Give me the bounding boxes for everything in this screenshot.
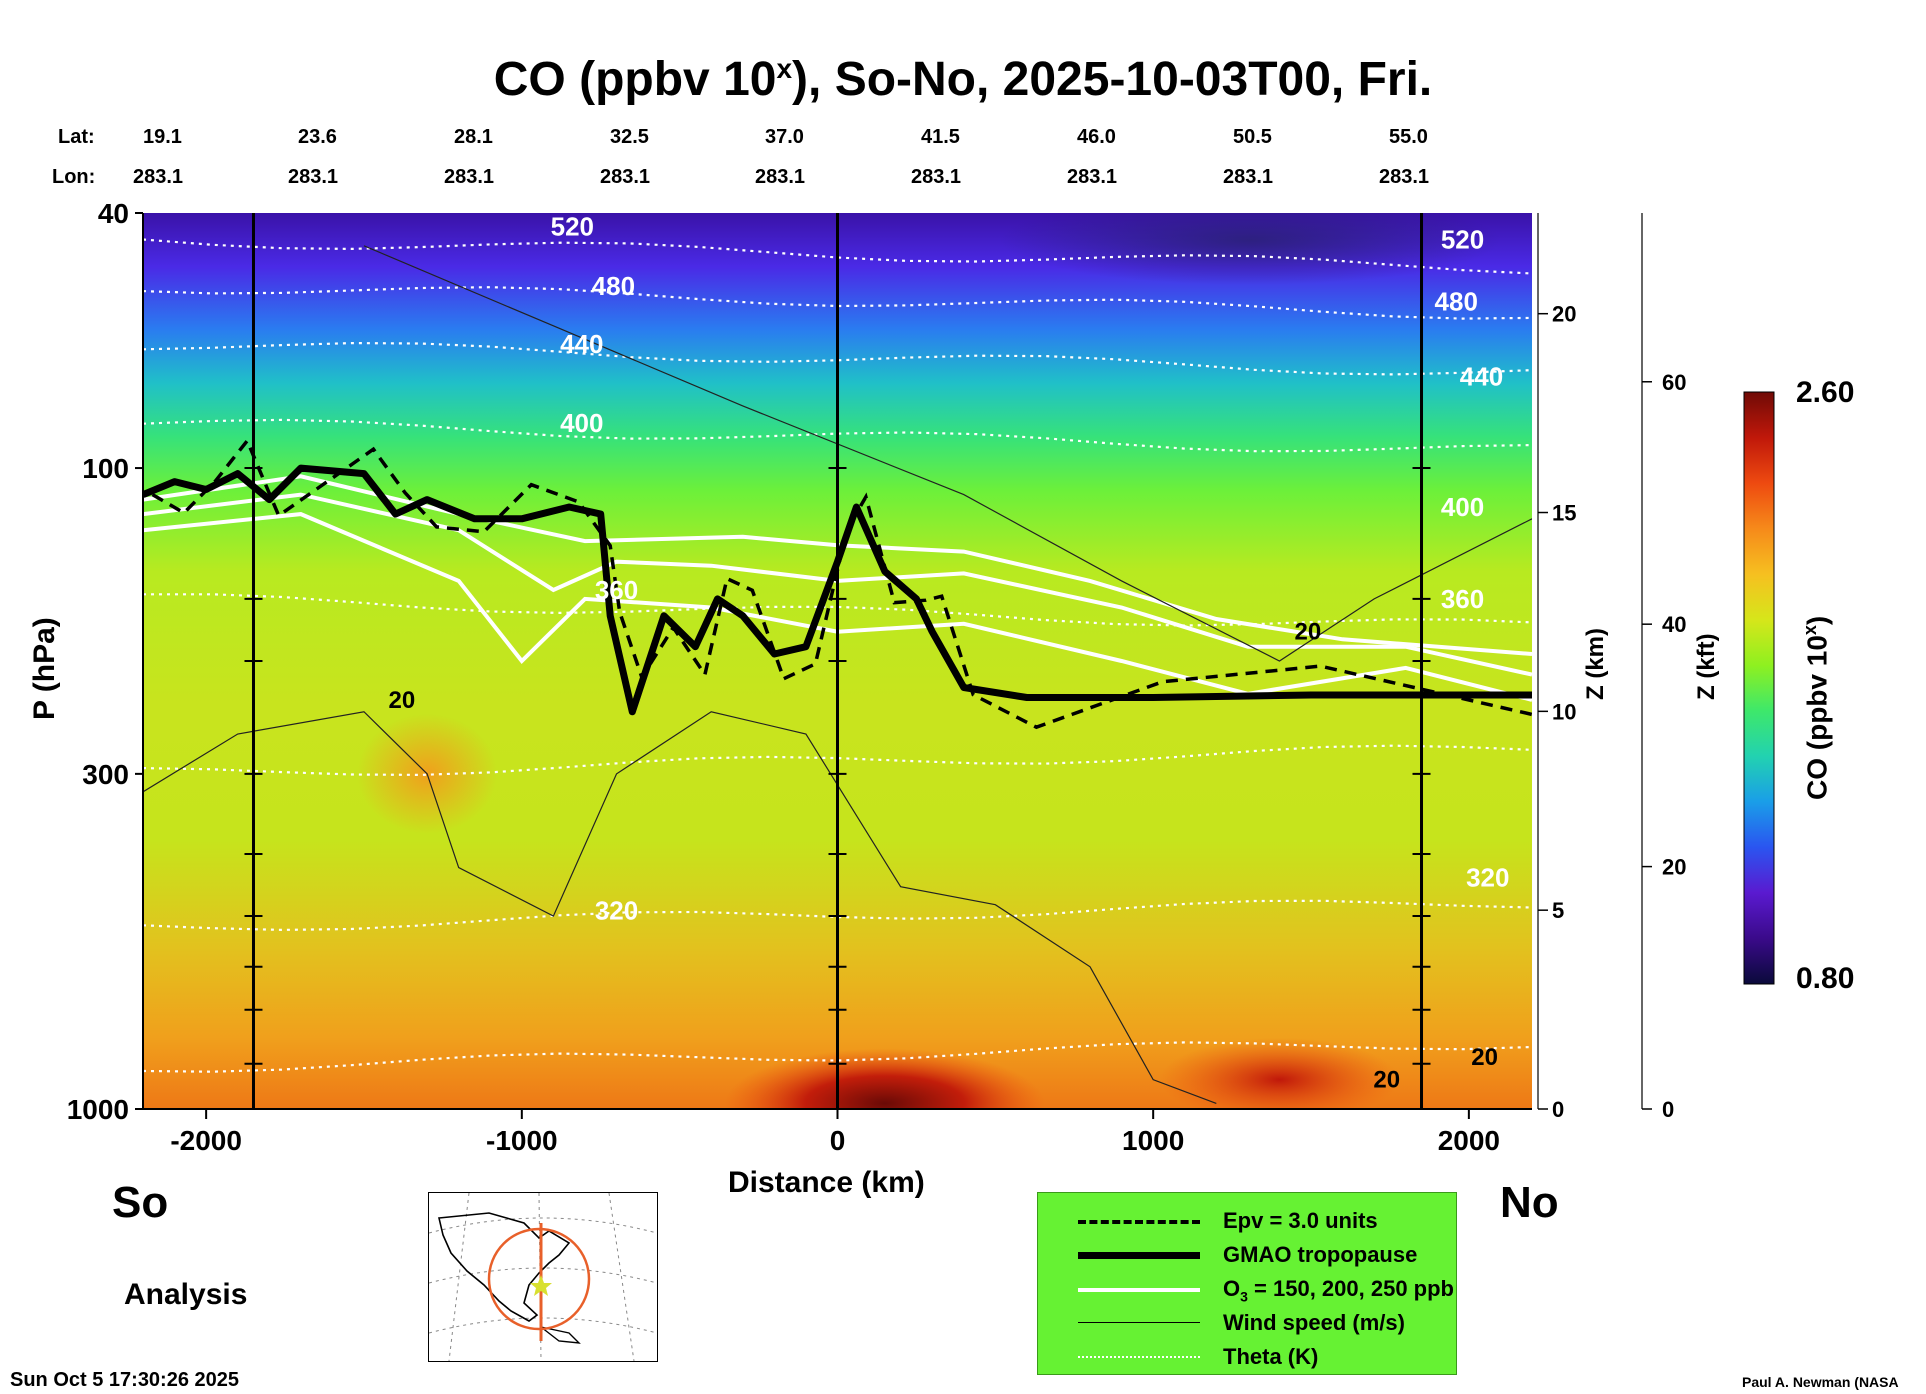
z-km-tick-label: 15 <box>1552 501 1576 526</box>
star-icon <box>530 1275 552 1296</box>
theta-label: 480 <box>592 271 635 301</box>
legend-theta: Theta (K) <box>1078 1342 1448 1372</box>
north-label: No <box>1500 1178 1559 1227</box>
lon-value: 283.1 <box>1223 166 1274 188</box>
y-tick-label: 1000 <box>67 1094 129 1125</box>
location-map-inset <box>428 1192 658 1362</box>
theta-label: 320 <box>595 895 638 925</box>
lon-value: 283.1 <box>288 166 339 188</box>
y-tick-label: 300 <box>82 759 129 790</box>
theta-label: 440 <box>1460 362 1503 392</box>
tropopause-line <box>143 464 1532 716</box>
wind-contour <box>363 245 1532 662</box>
x-tick-label: -1000 <box>486 1125 558 1156</box>
z-kft-tick-label: 60 <box>1662 370 1686 395</box>
theta-label: 360 <box>1441 584 1484 614</box>
z-km-tick-label: 5 <box>1552 898 1564 923</box>
z-km-axis-title: Z (km) <box>1582 628 1609 700</box>
co-hotspot <box>1159 1037 1400 1109</box>
ozone-contour <box>143 512 1532 702</box>
lat-value: 37.0 <box>765 126 804 148</box>
lat-value: 50.5 <box>1233 126 1272 148</box>
timestamp: Sun Oct 5 17:30:26 2025 <box>10 1369 240 1391</box>
z-kft-tick-label: 40 <box>1662 612 1686 637</box>
lon-row-label: Lon: <box>52 166 96 188</box>
thick-line-icon <box>1078 1252 1200 1259</box>
lon-value: 283.1 <box>600 166 651 188</box>
lat-value: 46.0 <box>1077 126 1116 148</box>
white-line-icon <box>1078 1288 1200 1292</box>
legend: Epv = 3.0 units GMAO tropopause O3 = 150… <box>1037 1192 1457 1375</box>
theta-label: 360 <box>595 575 638 605</box>
colorbar <box>1743 391 1775 985</box>
theta-label: 440 <box>560 329 603 359</box>
co-low-region <box>1000 213 1500 285</box>
wind-label: 20 <box>389 687 416 714</box>
lon-value: 283.1 <box>1379 166 1430 188</box>
south-label: So <box>112 1178 169 1227</box>
lon-value: 283.1 <box>755 166 806 188</box>
epv-line <box>151 437 1532 730</box>
chart-title: CO (ppbv 10x), So-No, 2025-10-03T00, Fri… <box>493 53 1433 106</box>
z-km-tick-label: 20 <box>1552 302 1576 327</box>
dashed-line-icon <box>1078 1220 1200 1224</box>
theta-label: 480 <box>1435 287 1478 317</box>
theta-label: 520 <box>1441 225 1484 255</box>
lon-value: 283.1 <box>1067 166 1118 188</box>
lat-value: 19.1 <box>143 126 182 148</box>
co-hotspot <box>724 1048 1045 1109</box>
colorbar-title: CO (ppbv 10x) <box>1800 615 1833 800</box>
theta-label: 520 <box>551 212 594 242</box>
lat-value: 28.1 <box>454 126 493 148</box>
thin-line-icon <box>1078 1322 1200 1323</box>
lat-value: 55.0 <box>1389 126 1428 148</box>
z-km-tick-label: 0 <box>1552 1097 1564 1122</box>
lat-value: 23.6 <box>298 126 337 148</box>
theta-label: 400 <box>1441 492 1484 522</box>
range-circle <box>487 1227 591 1331</box>
wind-contour <box>143 711 1217 1104</box>
dotted-line-icon <box>1078 1356 1200 1358</box>
lon-value: 283.1 <box>444 166 495 188</box>
y-axis-title: P (hPa) <box>28 617 61 720</box>
z-kft-tick-label: 20 <box>1662 855 1686 880</box>
wind-label: 20 <box>1373 1067 1400 1094</box>
x-tick-label: 1000 <box>1122 1125 1184 1156</box>
legend-ozone: O3 = 150, 200, 250 ppb <box>1078 1274 1454 1304</box>
z-kft-axis-title: Z (kft) <box>1693 633 1720 700</box>
lat-row-label: Lat: <box>58 126 95 148</box>
lat-value: 32.5 <box>610 126 649 148</box>
legend-tropopause: GMAO tropopause <box>1078 1240 1448 1270</box>
z-kft-tick-label: 0 <box>1662 1097 1674 1122</box>
credit: Paul A. Newman (NASA <box>1742 1374 1899 1390</box>
lat-value: 41.5 <box>921 126 960 148</box>
x-tick-label: 0 <box>830 1125 846 1156</box>
y-tick-label: 40 <box>98 198 129 229</box>
x-axis-title: Distance (km) <box>728 1166 925 1199</box>
colorbar-max-label: 2.60 <box>1796 376 1855 409</box>
analysis-label: Analysis <box>124 1278 248 1311</box>
lon-value: 283.1 <box>911 166 962 188</box>
legend-wind: Wind speed (m/s) <box>1078 1308 1448 1338</box>
x-tick-label: 2000 <box>1438 1125 1500 1156</box>
theta-label: 400 <box>560 408 603 438</box>
legend-epv: Epv = 3.0 units <box>1078 1206 1448 1236</box>
lon-value: 283.1 <box>133 166 184 188</box>
wind-label: 20 <box>1295 619 1322 646</box>
colorbar-min-label: 0.80 <box>1796 962 1855 995</box>
x-tick-label: -2000 <box>170 1125 242 1156</box>
theta-label: 320 <box>1466 862 1509 892</box>
wind-label: 20 <box>1471 1044 1498 1071</box>
y-tick-label: 100 <box>82 453 129 484</box>
z-km-tick-label: 10 <box>1552 699 1576 724</box>
